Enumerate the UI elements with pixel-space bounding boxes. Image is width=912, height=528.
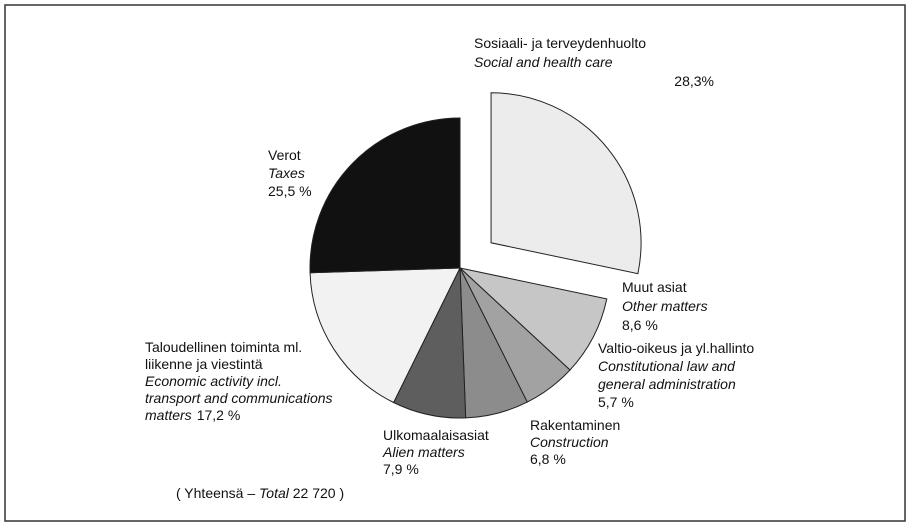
slice-label-en: Taxes: [268, 165, 305, 181]
slice-label-en-text: general administration: [598, 376, 736, 392]
footnote-prefix: ( Yhteensä –: [176, 485, 255, 501]
value-label: 28,3%: [674, 73, 714, 89]
footnote-total: 22 720: [293, 485, 336, 501]
slice-label-fi: Muut asiat: [622, 279, 687, 295]
slice-label-en: general administration: [598, 376, 736, 392]
slice-label-en-text: Constitutional law and: [598, 358, 736, 374]
slice-label-en-text: Social and health care: [474, 54, 613, 70]
slice-label-fi: Taloudellinen toiminta ml.: [145, 339, 302, 355]
slice-label-fi: Rakentaminen: [530, 417, 620, 433]
slice-label-en-text: Other matters: [622, 298, 708, 314]
slice-label-en-text: matters: [145, 407, 192, 423]
value-label: 5,7 %: [598, 394, 634, 410]
value-label: 7,9 %: [383, 461, 419, 477]
slice-label-fi: Ulkomaalaisasiat: [383, 427, 489, 443]
footnote: ( Yhteensä – Total 22 720 ): [176, 485, 344, 501]
value-label: 17,2 %: [197, 407, 241, 423]
slice-label-en-text: Alien matters: [382, 444, 465, 460]
value-label: 8,6 %: [622, 317, 658, 333]
slice-label-fi: Verot: [268, 147, 301, 163]
pie-slice: [309, 117, 461, 274]
slice-label-en-text: transport and communications: [145, 390, 333, 406]
slice-label-en-text: Construction: [530, 434, 609, 450]
value-label: 6,8 %: [530, 451, 566, 467]
slice-label-fi: liikenne ja viestintä: [145, 356, 263, 372]
slice-label-fi: Sosiaali- ja terveydenhuolto: [474, 35, 646, 51]
slice-label-en: Constitutional law and: [598, 358, 736, 374]
slice-label-en: Economic activity incl.: [145, 373, 282, 389]
value-label: 25,5 %: [268, 183, 312, 199]
slice-label-en: matters 17,2 %: [145, 407, 240, 423]
slice-label-fi: Valtio-oikeus ja yl.hallinto: [598, 340, 754, 356]
pie-slice: [490, 92, 642, 275]
footnote-en: Total: [259, 485, 290, 501]
slice-label-en-text: Taxes: [268, 165, 305, 181]
slice-label-en: Construction: [530, 434, 609, 450]
slice-label-en-text: Economic activity incl.: [145, 373, 282, 389]
slice-label-en: transport and communications: [145, 390, 333, 406]
pie-slice: [309, 267, 461, 404]
footnote-suffix: ): [339, 485, 344, 501]
slice-label-en: Other matters: [622, 298, 708, 314]
slice-label-en: Alien matters: [382, 444, 465, 460]
slice-label-en: Social and health care: [474, 54, 613, 70]
